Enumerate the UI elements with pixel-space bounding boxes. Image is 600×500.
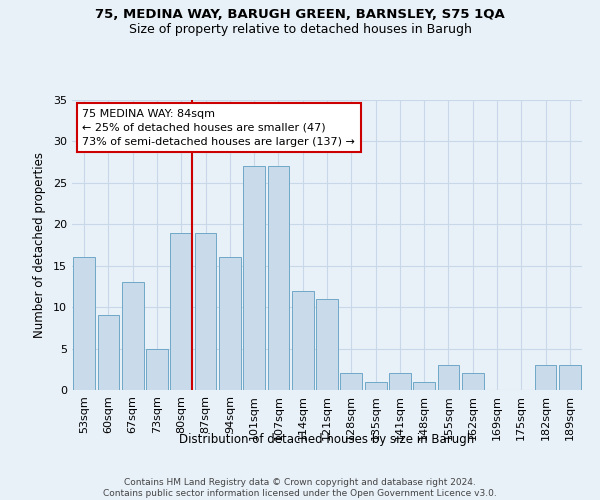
Bar <box>365 382 386 390</box>
Bar <box>535 365 556 390</box>
Y-axis label: Number of detached properties: Number of detached properties <box>33 152 46 338</box>
Bar <box>194 232 217 390</box>
Bar <box>268 166 289 390</box>
Bar <box>437 365 460 390</box>
Bar <box>146 348 168 390</box>
Bar <box>462 374 484 390</box>
Bar <box>340 374 362 390</box>
Text: Size of property relative to detached houses in Barugh: Size of property relative to detached ho… <box>128 22 472 36</box>
Bar <box>316 299 338 390</box>
Text: 75 MEDINA WAY: 84sqm
← 25% of detached houses are smaller (47)
73% of semi-detac: 75 MEDINA WAY: 84sqm ← 25% of detached h… <box>82 108 355 146</box>
Bar <box>243 166 265 390</box>
Bar <box>389 374 411 390</box>
Bar <box>559 365 581 390</box>
Bar <box>219 258 241 390</box>
Bar <box>122 282 143 390</box>
Bar <box>170 232 192 390</box>
Bar <box>292 290 314 390</box>
Bar <box>73 258 95 390</box>
Bar <box>97 316 119 390</box>
Text: Contains HM Land Registry data © Crown copyright and database right 2024.
Contai: Contains HM Land Registry data © Crown c… <box>103 478 497 498</box>
Bar <box>413 382 435 390</box>
Text: 75, MEDINA WAY, BARUGH GREEN, BARNSLEY, S75 1QA: 75, MEDINA WAY, BARUGH GREEN, BARNSLEY, … <box>95 8 505 20</box>
Text: Distribution of detached houses by size in Barugh: Distribution of detached houses by size … <box>179 432 475 446</box>
